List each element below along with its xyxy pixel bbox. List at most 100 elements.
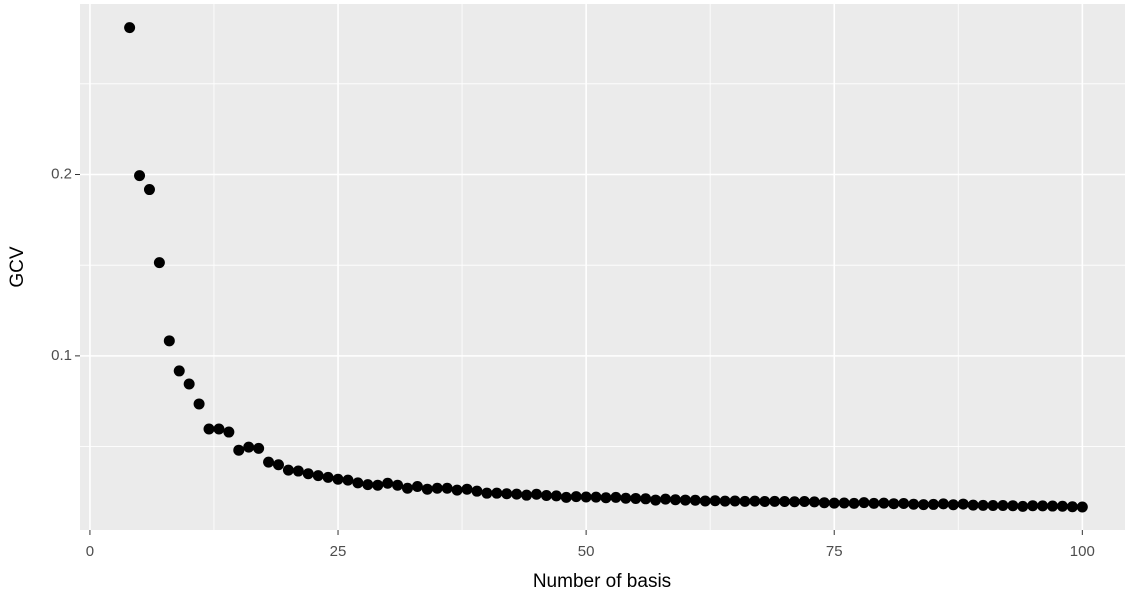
point <box>709 495 721 507</box>
point <box>719 495 731 507</box>
point <box>1037 500 1049 512</box>
point <box>382 477 394 489</box>
point <box>1017 500 1029 512</box>
point <box>789 496 801 508</box>
x-tick-label: 100 <box>1070 543 1095 560</box>
point <box>421 483 433 495</box>
point <box>431 482 443 494</box>
point <box>908 498 920 510</box>
point <box>441 482 453 494</box>
y-tick-label: 0.2 <box>51 165 72 182</box>
point <box>193 398 205 410</box>
point <box>808 496 820 508</box>
point <box>749 495 761 507</box>
point <box>272 459 284 471</box>
y-axis-title: GCV <box>7 246 28 288</box>
point <box>451 484 463 496</box>
point <box>679 494 691 506</box>
point <box>124 22 136 34</box>
point <box>689 494 701 506</box>
point <box>967 499 979 511</box>
panel <box>80 4 1125 530</box>
point <box>521 489 533 501</box>
point <box>630 492 642 504</box>
point <box>947 499 959 511</box>
point <box>312 470 324 482</box>
point <box>868 497 880 509</box>
x-tick-label: 50 <box>578 543 595 560</box>
point <box>372 479 384 491</box>
point <box>302 468 314 480</box>
point <box>213 423 225 435</box>
point <box>163 335 175 347</box>
point <box>987 500 999 512</box>
point <box>580 491 592 503</box>
point <box>511 488 523 500</box>
point <box>501 488 513 500</box>
point <box>898 498 910 510</box>
point <box>263 456 275 468</box>
point <box>610 491 622 503</box>
point <box>600 492 612 504</box>
point <box>769 495 781 507</box>
point <box>798 496 810 508</box>
point <box>570 491 582 503</box>
point <box>997 500 1009 512</box>
point <box>253 442 265 454</box>
point <box>699 495 711 507</box>
point <box>143 184 155 196</box>
point <box>818 497 830 509</box>
point <box>739 495 751 507</box>
point <box>779 496 791 508</box>
x-tick-label: 25 <box>330 543 347 560</box>
point <box>858 497 870 509</box>
point <box>461 483 473 495</box>
point <box>957 498 969 510</box>
point <box>223 426 235 438</box>
x-tick-label: 0 <box>86 543 94 560</box>
point <box>729 495 741 507</box>
point <box>411 480 423 492</box>
x-axis-title: Number of basis <box>533 571 671 592</box>
point <box>481 487 493 499</box>
point <box>352 477 364 489</box>
point <box>203 423 215 435</box>
point <box>669 494 681 506</box>
point <box>531 488 543 500</box>
point <box>828 497 840 509</box>
point <box>322 471 334 483</box>
point <box>401 482 413 494</box>
point <box>134 170 146 182</box>
point <box>392 479 404 491</box>
point <box>491 487 503 499</box>
point <box>927 498 939 510</box>
point <box>173 365 185 377</box>
x-tick-label: 75 <box>826 543 843 560</box>
point <box>620 492 632 504</box>
point <box>332 473 344 485</box>
point <box>1066 501 1078 513</box>
point <box>550 490 562 502</box>
point <box>362 479 374 491</box>
point <box>471 485 483 497</box>
point <box>660 493 672 505</box>
point <box>1007 500 1019 512</box>
point <box>640 493 652 505</box>
point <box>1076 501 1088 513</box>
point <box>233 444 245 456</box>
point <box>878 497 890 509</box>
point <box>282 464 294 476</box>
point <box>560 491 572 503</box>
point <box>937 498 949 510</box>
point <box>838 497 850 509</box>
point <box>977 499 989 511</box>
point <box>153 257 165 269</box>
point <box>918 499 930 511</box>
point <box>1056 500 1068 512</box>
point <box>292 465 304 477</box>
point <box>888 498 900 510</box>
point <box>342 474 354 486</box>
point <box>1047 500 1059 512</box>
